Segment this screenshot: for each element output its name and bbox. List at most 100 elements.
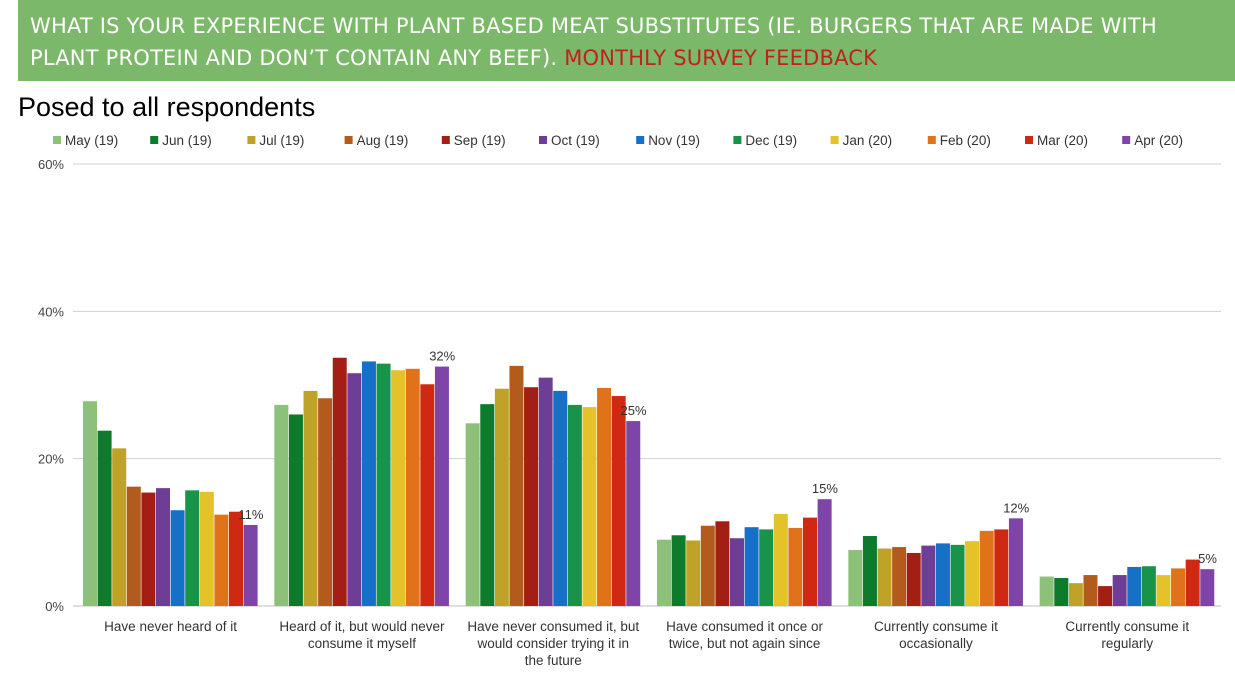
bar-sep-19-cat-4 <box>906 552 921 606</box>
bar-apr-20-cat-4 <box>1008 518 1023 606</box>
data-label: 32% <box>429 349 455 364</box>
bar-apr-20-cat-1 <box>434 366 449 606</box>
bar-dec-19-cat-2 <box>567 404 582 606</box>
bar-dec-19-cat-0 <box>185 490 200 606</box>
bar-nov-19-cat-0 <box>170 510 185 606</box>
bar-jan-20-cat-4 <box>965 541 980 606</box>
bar-aug-19-cat-3 <box>700 525 715 606</box>
bar-nov-19-cat-1 <box>361 361 376 606</box>
bar-oct-19-cat-1 <box>347 373 362 606</box>
chart-bars <box>83 357 1215 606</box>
bar-feb-20-cat-1 <box>405 368 420 606</box>
category-label: Currently consume it <box>1065 619 1189 634</box>
legend-label: Feb (20) <box>940 133 991 148</box>
legend-label: Dec (19) <box>745 133 797 148</box>
category-label: occasionally <box>899 636 973 651</box>
bar-jun-19-cat-2 <box>480 404 495 606</box>
y-tick-label: 40% <box>38 304 64 319</box>
bar-jul-19-cat-1 <box>303 390 318 606</box>
bar-jan-20-cat-1 <box>391 370 406 606</box>
chart-legend: May (19) Jun (19) Jul (19) Aug (19) Sep (19)… <box>53 133 1183 148</box>
title-banner: WHAT IS YOUR EXPERIENCE WITH PLANT BASED… <box>18 0 1235 81</box>
bar-jul-19-cat-5 <box>1068 583 1083 606</box>
bar-sep-19-cat-1 <box>332 357 347 606</box>
bar-jul-19-cat-0 <box>112 448 127 606</box>
bar-oct-19-cat-2 <box>538 377 553 606</box>
category-label: Heard of it, but would never <box>279 619 445 634</box>
y-tick-label: 0% <box>45 599 64 614</box>
legend-label: Jul (19) <box>259 133 304 148</box>
category-label: would consider trying it in <box>476 636 629 651</box>
legend-label: Jan (20) <box>843 133 893 148</box>
y-tick-label: 60% <box>38 157 64 172</box>
bar-jul-19-cat-4 <box>877 548 892 606</box>
category-label: regularly <box>1101 636 1153 651</box>
legend-swatch <box>927 136 936 144</box>
bar-oct-19-cat-5 <box>1112 575 1127 606</box>
category-label: Have never consumed it, but <box>467 619 639 634</box>
bar-jul-19-cat-3 <box>686 540 701 606</box>
legend-label: Mar (20) <box>1037 133 1088 148</box>
bar-apr-20-cat-5 <box>1200 569 1215 606</box>
category-label: Have never heard of it <box>104 619 237 634</box>
legend-label: Aug (19) <box>357 133 409 148</box>
bar-mar-20-cat-2 <box>611 396 626 606</box>
category-label: twice, but not again since <box>669 636 821 651</box>
bar-apr-20-cat-0 <box>243 524 258 606</box>
bar-feb-20-cat-4 <box>979 530 994 606</box>
bar-oct-19-cat-4 <box>921 545 936 606</box>
data-label: 25% <box>621 403 647 418</box>
bar-aug-19-cat-5 <box>1083 575 1098 606</box>
legend-swatch <box>539 136 547 144</box>
legend-label: Sep (19) <box>454 133 506 148</box>
bar-sep-19-cat-0 <box>141 492 156 606</box>
legend-label: Oct (19) <box>551 133 600 148</box>
category-label: Have consumed it once or <box>666 619 823 634</box>
bar-may-19-cat-3 <box>657 539 671 606</box>
bar-mar-20-cat-4 <box>994 529 1009 606</box>
bar-oct-19-cat-0 <box>156 488 170 606</box>
legend-swatch <box>1122 136 1131 144</box>
bar-apr-20-cat-2 <box>626 421 641 606</box>
legend-label: Jun (19) <box>162 133 212 148</box>
legend-label: Nov (19) <box>648 133 700 148</box>
chart-category-labels: Have never heard of it Heard of it, but w… <box>104 619 1189 668</box>
bar-aug-19-cat-1 <box>318 398 333 606</box>
bar-may-19-cat-4 <box>848 550 863 606</box>
legend-swatch <box>53 136 61 144</box>
legend-swatch <box>441 136 450 144</box>
bar-sep-19-cat-2 <box>524 387 539 606</box>
bar-feb-20-cat-5 <box>1171 568 1186 606</box>
chart-title: WHAT IS YOUR EXPERIENCE WITH PLANT BASED… <box>30 14 1157 70</box>
chart-gridlines: 0% 20% 40% 60% <box>38 157 1221 614</box>
data-label: 12% <box>1003 500 1029 515</box>
bar-feb-20-cat-3 <box>788 527 803 606</box>
legend-label: May (19) <box>65 133 118 148</box>
category-label: the future <box>525 653 582 668</box>
data-label: 5% <box>1198 551 1217 566</box>
bar-mar-20-cat-0 <box>229 511 243 606</box>
bar-nov-19-cat-4 <box>935 543 950 606</box>
chart-subtitle: Posed to all respondents <box>18 92 316 122</box>
legend-swatch <box>247 136 256 144</box>
bar-feb-20-cat-0 <box>214 514 229 606</box>
legend-swatch <box>1025 136 1033 144</box>
bar-jun-19-cat-5 <box>1054 578 1069 606</box>
bar-may-19-cat-1 <box>274 404 289 606</box>
bar-may-19-cat-0 <box>83 401 97 606</box>
bar-jun-19-cat-1 <box>288 414 303 606</box>
bar-feb-20-cat-2 <box>597 387 612 606</box>
bar-nov-19-cat-5 <box>1127 566 1142 606</box>
bar-oct-19-cat-3 <box>730 538 744 606</box>
bar-nov-19-cat-3 <box>744 527 759 606</box>
bar-mar-20-cat-1 <box>420 384 435 606</box>
bar-mar-20-cat-3 <box>803 517 817 606</box>
legend-swatch <box>344 136 353 144</box>
bar-jan-20-cat-2 <box>582 407 597 606</box>
data-label: 15% <box>812 481 838 496</box>
bar-jun-19-cat-4 <box>862 536 877 606</box>
bar-dec-19-cat-3 <box>759 529 774 606</box>
bar-apr-20-cat-3 <box>817 499 832 606</box>
bar-mar-20-cat-5 <box>1185 559 1200 606</box>
